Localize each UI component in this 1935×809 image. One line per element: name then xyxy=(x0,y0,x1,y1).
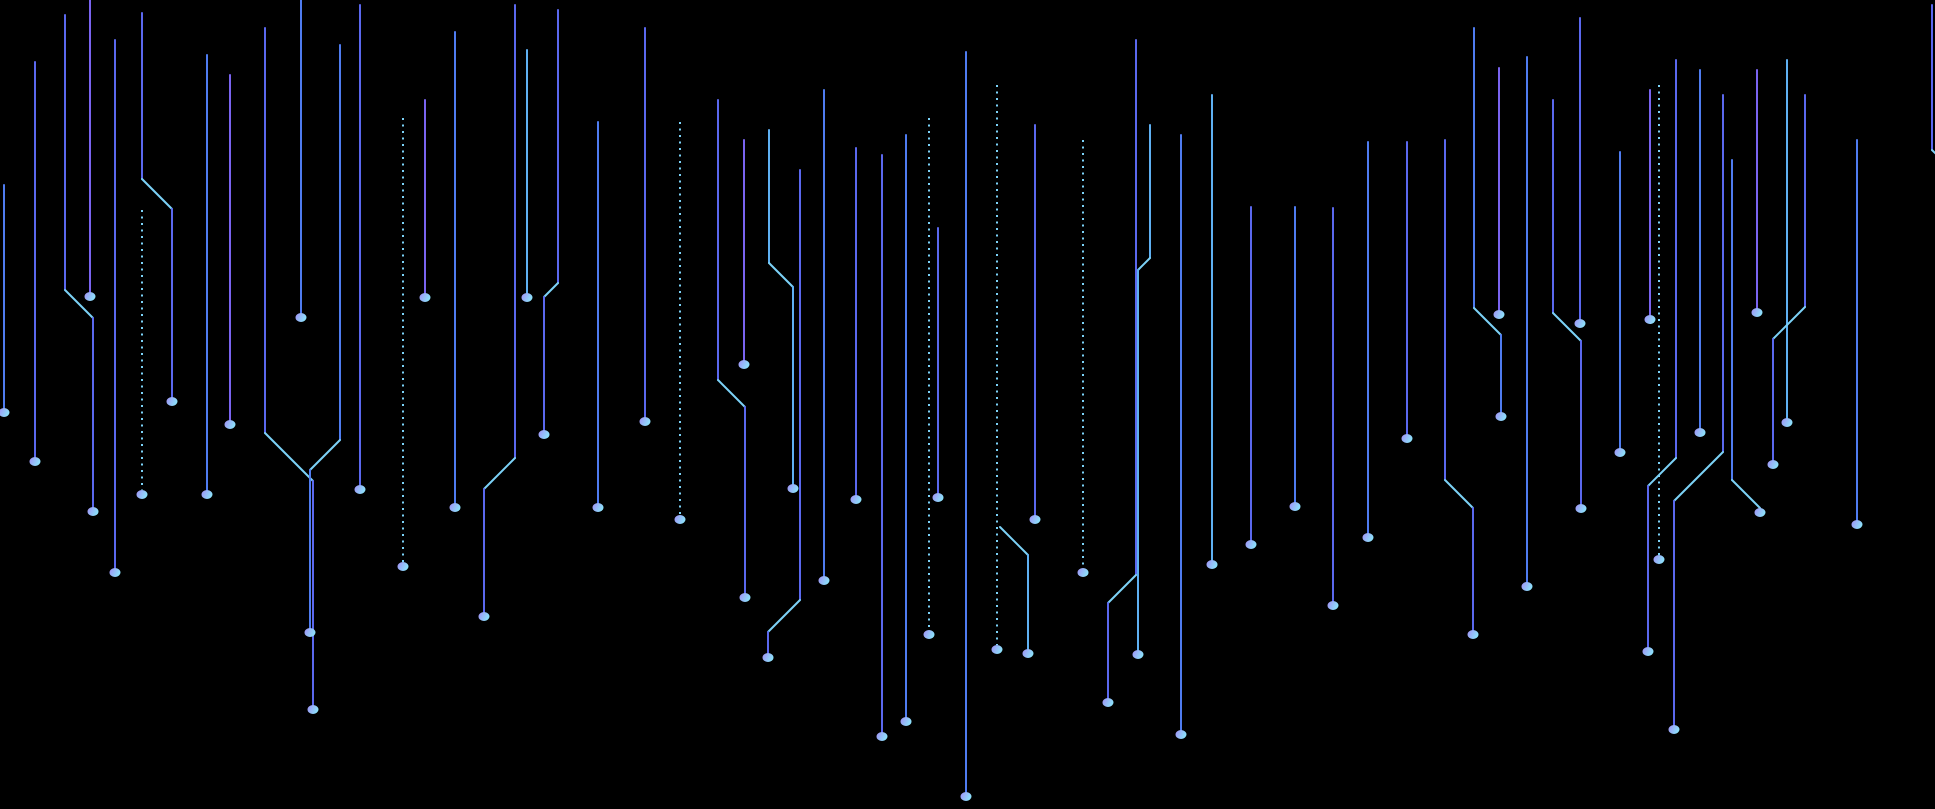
circuit-endpoint-dot xyxy=(1327,601,1339,610)
circuit-endpoint-dot xyxy=(1289,502,1301,511)
circuit-endpoint-dot xyxy=(538,430,550,439)
circuit-trace-segment xyxy=(141,178,173,210)
circuit-trace-segment xyxy=(1444,479,1474,509)
circuit-endpoint-dot xyxy=(674,515,686,524)
circuit-endpoint-dot xyxy=(295,313,307,322)
circuit-endpoint-dot xyxy=(960,792,972,801)
circuit-endpoint-dot xyxy=(478,612,490,621)
circuit-endpoint-dot xyxy=(1781,418,1793,427)
circuit-endpoint-dot xyxy=(109,568,121,577)
circuit-endpoint-dot xyxy=(1493,310,1505,319)
circuit-endpoint-dot xyxy=(762,653,774,662)
circuit-endpoint-dot xyxy=(1362,533,1374,542)
circuit-endpoint-dot xyxy=(397,562,409,571)
circuit-endpoint-dot xyxy=(1495,412,1507,421)
circuit-endpoint-dot xyxy=(1644,315,1656,324)
circuit-trace-segment xyxy=(309,439,341,471)
circuit-endpoint-dot xyxy=(592,503,604,512)
circuit-endpoint-dot xyxy=(1245,540,1257,549)
circuit-endpoint-dot xyxy=(1668,725,1680,734)
circuit-endpoint-dot xyxy=(1175,730,1187,739)
circuit-trace-segment xyxy=(1673,451,1724,502)
circuit-endpoint-dot xyxy=(1754,508,1766,517)
circuit-trace-segment xyxy=(1552,312,1582,342)
circuit-endpoint-dot xyxy=(0,408,10,417)
circuit-trace-segment xyxy=(767,599,801,633)
circuit-endpoint-dot xyxy=(87,507,99,516)
circuit-endpoint-dot xyxy=(1132,650,1144,659)
circuit-endpoint-dot xyxy=(1467,630,1479,639)
circuit-endpoint-dot xyxy=(1851,520,1863,529)
circuit-endpoint-dot xyxy=(923,630,935,639)
circuit-endpoint-dot xyxy=(850,495,862,504)
circuit-endpoint-dot xyxy=(354,485,366,494)
circuit-endpoint-dot xyxy=(449,503,461,512)
circuit-trace-segment xyxy=(999,526,1029,556)
circuit-trace-segment xyxy=(1772,306,1806,340)
circuit-endpoint-dot xyxy=(1401,434,1413,443)
circuit-trace-segment xyxy=(483,457,516,490)
circuit-endpoint-dot xyxy=(1077,568,1089,577)
circuit-trace-segment xyxy=(543,282,559,298)
circuit-endpoint-dot xyxy=(84,292,96,301)
circuit-endpoint-dot xyxy=(1022,649,1034,658)
circuit-endpoint-dot xyxy=(1574,319,1586,328)
circuit-endpoint-dot xyxy=(166,397,178,406)
circuit-trace-segment xyxy=(1137,257,1151,271)
circuit-endpoint-dot xyxy=(1751,308,1763,317)
circuit-endpoint-dot xyxy=(419,293,431,302)
circuit-endpoint-dot xyxy=(739,593,751,602)
circuit-trace-segment xyxy=(264,432,314,482)
circuit-endpoint-dot xyxy=(738,360,750,369)
circuit-endpoint-dot xyxy=(1575,504,1587,513)
circuit-endpoint-dot xyxy=(1029,515,1041,524)
circuit-endpoint-dot xyxy=(201,490,213,499)
circuit-endpoint-dot xyxy=(29,457,41,466)
circuit-trace-segment xyxy=(717,379,746,408)
circuit-endpoint-dot xyxy=(991,645,1003,654)
circuit-trace-segment xyxy=(768,262,794,288)
circuit-endpoint-dot xyxy=(521,293,533,302)
circuit-endpoint-dot xyxy=(1614,448,1626,457)
circuit-endpoint-dot xyxy=(1694,428,1706,437)
circuit-endpoint-dot xyxy=(818,576,830,585)
circuit-endpoint-dot xyxy=(900,717,912,726)
circuit-endpoint-dot xyxy=(932,493,944,502)
circuit-endpoint-dot xyxy=(639,417,651,426)
circuit-trace-segment xyxy=(1107,574,1137,604)
circuit-trace-segment xyxy=(64,289,94,319)
circuit-endpoint-dot xyxy=(1653,555,1665,564)
circuit-endpoint-dot xyxy=(224,420,236,429)
circuit-endpoint-dot xyxy=(304,628,316,637)
circuit-endpoint-dot xyxy=(307,705,319,714)
circuit-trace-segment xyxy=(1731,479,1761,509)
circuit-endpoint-dot xyxy=(1642,647,1654,656)
circuit-endpoint-dot xyxy=(1521,582,1533,591)
circuit-trace-segment xyxy=(1473,307,1502,336)
circuit-endpoint-dot xyxy=(1102,698,1114,707)
circuit-trace-segment xyxy=(1647,457,1677,487)
circuit-endpoint-dot xyxy=(876,732,888,741)
circuit-endpoint-dot xyxy=(1206,560,1218,569)
circuit-endpoint-dot xyxy=(136,490,148,499)
circuit-endpoint-dot xyxy=(1767,460,1779,469)
circuit-endpoint-dot xyxy=(787,484,799,493)
